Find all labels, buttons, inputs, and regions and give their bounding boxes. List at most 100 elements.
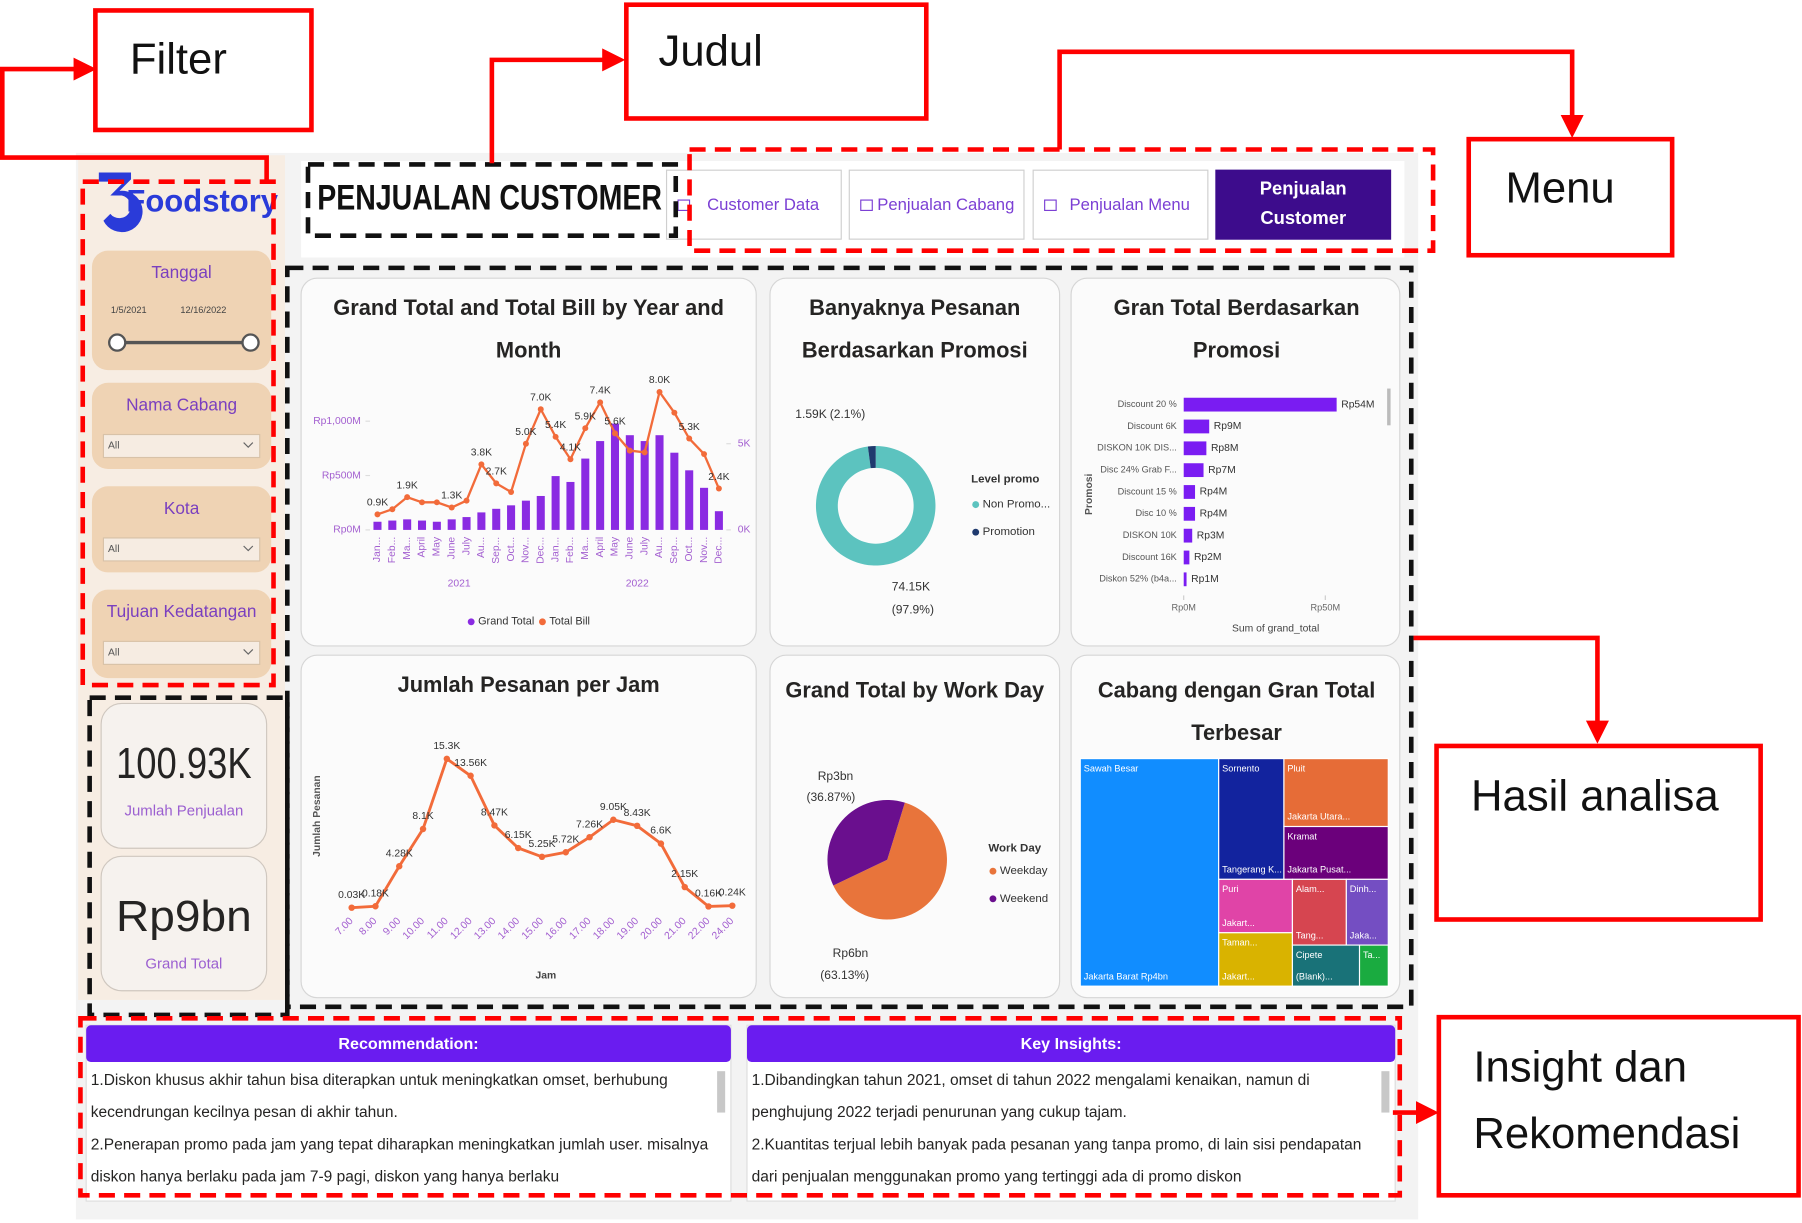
data-label: 7.0K [530,392,551,403]
legend-title: Level promo [971,473,1039,485]
data-label: Rp6bn [833,946,869,960]
legend-title: Work Day [988,842,1041,854]
arrow [1057,49,1584,150]
bar [1183,506,1196,521]
legend-marker [989,895,997,903]
dropdown-value: All [108,648,119,659]
menu-button[interactable] [848,169,1025,240]
x-tick-label: June [625,537,636,560]
menu-label[interactable]: Penjualan Menu [1070,195,1190,214]
line-point [374,511,381,518]
x-tick-label: Rp0M [1171,602,1196,612]
chart-title-box: Grand Total by Work Day [785,679,1045,704]
scrollbar [1387,388,1391,426]
menu-icon [860,199,873,211]
legend-marker [972,528,980,536]
y-tick-label: Disc 10 % [1135,508,1176,518]
menu-label-box[interactable]: Penjualan Customer [1216,175,1391,239]
line-point [522,440,529,447]
menu-button[interactable] [1032,169,1209,240]
date-start[interactable]: 1/5/2021 [111,305,147,315]
kpi-value: 100.93K [116,739,252,788]
y-tick-label: Discount 6K [1127,421,1177,431]
dropdown[interactable] [102,640,261,665]
line-point [404,494,411,501]
bar [685,470,694,530]
arrow [0,57,269,184]
x-tick-label: Sep... [669,537,680,564]
data-label: 5.4K [545,420,566,431]
tile-label: Cipete [1296,950,1323,960]
data-label: 5.72K [552,834,579,845]
bar [551,476,560,530]
tile-group-label: Jakart... [1222,971,1255,981]
panel-item: 1.Dibandingkan tahun 2021, omset di tahu… [751,1071,1310,1121]
slider-handle[interactable] [241,333,260,352]
logo-text: Foodstory [126,184,278,219]
line-point [641,449,648,456]
legend-label: Weekday [1000,865,1048,877]
data-label: Rp9M [1214,421,1242,432]
dropdown-chevron [243,649,254,655]
card [300,277,757,647]
data-label: 2.4K [708,472,729,483]
line-point [448,504,455,511]
treemap-tile [1079,758,1220,987]
x-tick-label: Au... [654,537,665,558]
treemap-tile [1283,825,1389,880]
data-label: 6.6K [650,826,671,837]
data-label: 8.43K [624,808,651,819]
line-point [493,480,500,487]
x-group-label: 2022 [626,579,649,590]
line-point [508,488,515,495]
treemap-tile [1345,878,1389,946]
bar [714,511,723,530]
dropdown[interactable] [102,433,261,459]
dropdown[interactable] [102,537,261,562]
line-point [491,822,498,829]
date-end[interactable]: 12/16/2022 [180,305,226,315]
data-label: 7.26K [576,819,603,830]
data-label: 7.4K [590,386,611,397]
line-point [537,406,544,413]
x-tick-label: April [595,537,606,558]
annotation-box [93,8,314,133]
data-label: 4.1K [560,442,581,453]
x-tick-label: Sep... [491,537,502,564]
panel-title: Recommendation: [338,1035,478,1053]
menu-label[interactable]: Customer Data [707,195,820,214]
tile-group-label: Jakart... [1222,918,1255,928]
menu-label[interactable]: Penjualan Cabang [877,195,1014,214]
legend-marker [467,618,475,626]
red-dashed-frame [687,147,1436,253]
panel-text: 1.Dibandingkan tahun 2021, omset di tahu… [752,1064,1377,1197]
data-label: Rp7M [1208,465,1236,476]
scrollbar[interactable] [717,1071,726,1113]
arrow [489,48,626,164]
line-point [467,772,474,779]
data-label: 15.3K [433,741,460,752]
line-point [597,399,604,406]
menu-button[interactable] [1215,169,1392,240]
treemap-tile [1291,878,1347,946]
bar [1183,419,1210,434]
scrollbar[interactable] [1381,1071,1390,1113]
bar [373,521,382,530]
data-label: (2.1%) [830,407,865,421]
panel-body: 1.Diskon khusus akhir tahun bisa diterap… [91,1071,709,1185]
line-point [715,485,722,492]
chart-cards [300,277,1401,999]
y-tick-label: DISKON 10K DIS... [1097,443,1177,453]
card [300,654,757,999]
y-axis-title: Promosi [1084,473,1095,514]
data-label: 1.9K [397,480,418,491]
chart-title: Grand Total by Work Day [785,679,1045,704]
data-label: Rp54M [1341,399,1374,410]
menu-button[interactable] [665,169,842,240]
line-point [729,902,736,909]
line-point [657,840,665,847]
data-label: 13.56K [454,758,487,769]
slider-handle[interactable] [108,333,127,352]
bar [462,517,471,530]
data-label: Rp4M [1200,509,1228,520]
